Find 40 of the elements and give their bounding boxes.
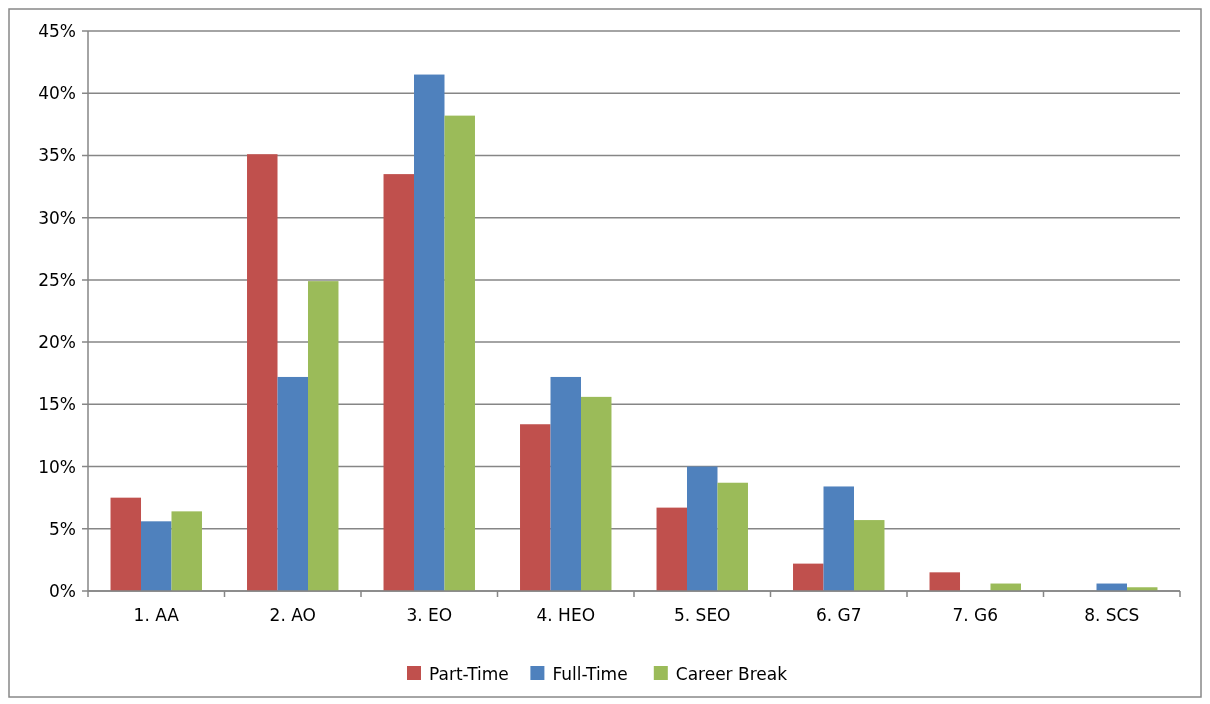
y-tick-label: 40%	[38, 83, 76, 104]
bar	[853, 520, 885, 591]
bar	[550, 376, 581, 591]
legend-label: Full-Time	[552, 663, 628, 684]
x-tick-label: 4. HEO	[536, 605, 596, 625]
bar	[823, 486, 854, 591]
bar	[687, 466, 718, 591]
bar	[141, 521, 172, 591]
bar	[277, 376, 308, 591]
x-tick-label: 7. G6	[952, 605, 999, 625]
bar	[717, 482, 748, 591]
x-tick-label: 5. SEO	[673, 605, 731, 625]
bar	[383, 174, 415, 591]
x-tick-label: 2. AO	[269, 605, 316, 625]
y-tick-label: 45%	[38, 20, 76, 41]
bar	[171, 511, 202, 591]
y-tick-label: 20%	[38, 332, 76, 353]
bar	[110, 497, 142, 591]
y-tick-label: 30%	[38, 207, 76, 228]
y-tick-label: 35%	[38, 145, 76, 166]
bar	[520, 424, 551, 591]
bar	[414, 74, 445, 591]
bar	[247, 154, 278, 591]
x-tick-label: 1. AA	[133, 605, 180, 625]
y-tick-label: 25%	[38, 269, 76, 290]
legend-label: Career Break	[675, 663, 788, 684]
y-tick-label: 5%	[49, 518, 76, 539]
x-tick-label: 6. G7	[815, 605, 862, 625]
bar	[444, 115, 475, 591]
legend-label: Part-Time	[429, 663, 509, 684]
bar	[793, 563, 824, 591]
y-tick-label: 15%	[38, 394, 76, 415]
x-tick-label: 3. EO	[406, 605, 453, 625]
y-tick-label: 10%	[38, 456, 76, 477]
bar	[929, 572, 961, 591]
bar	[307, 281, 339, 591]
bar	[580, 396, 612, 591]
x-tick-label: 8. SCS	[1084, 605, 1140, 625]
y-tick-label: 0%	[49, 580, 76, 601]
bar	[656, 507, 688, 591]
